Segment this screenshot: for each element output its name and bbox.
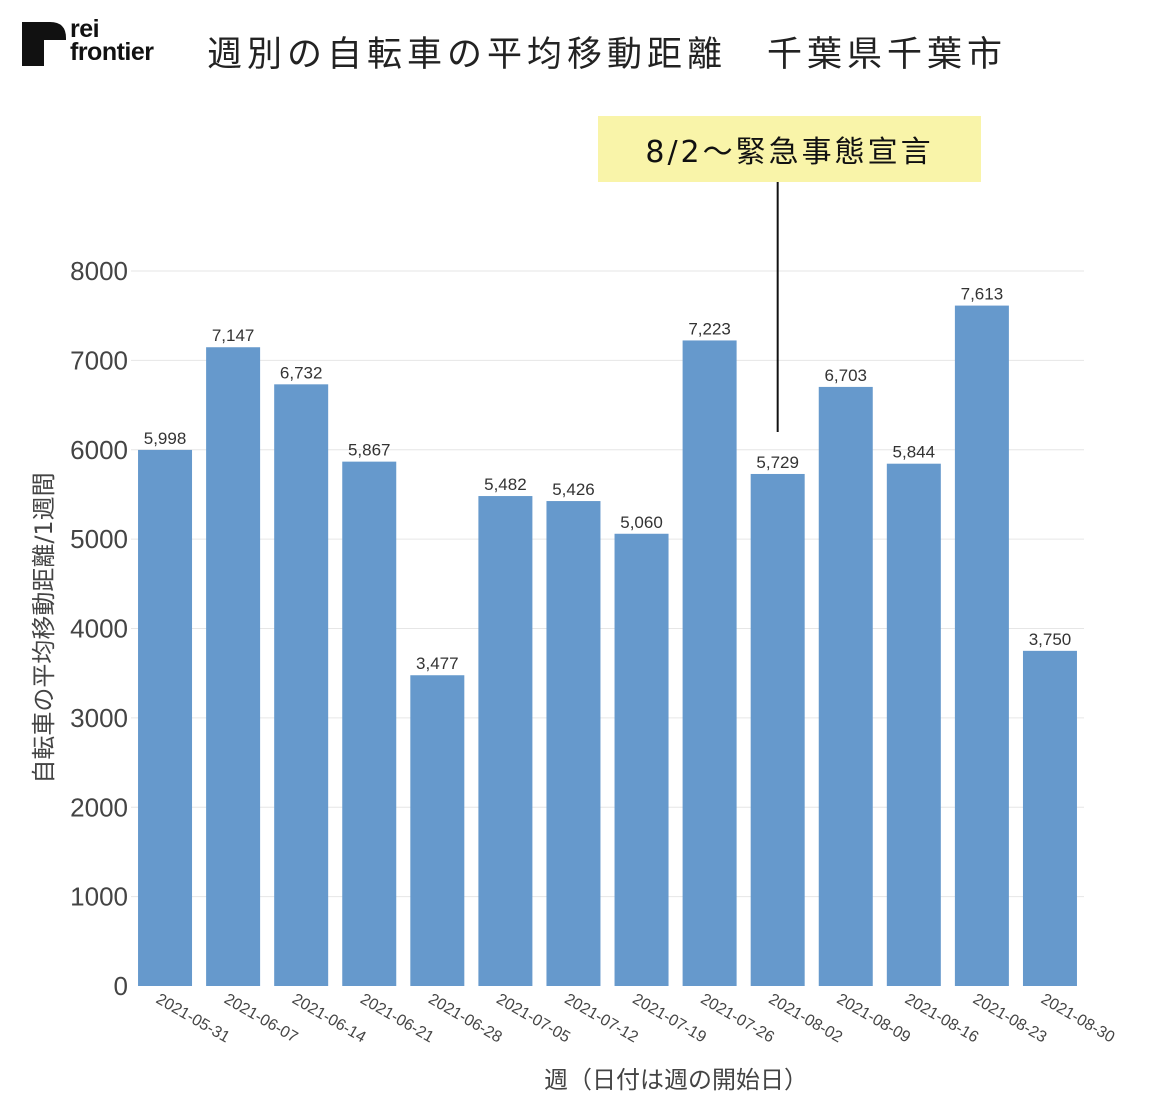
- bar: [206, 347, 261, 986]
- x-tick-label: 2021-08-23: [970, 991, 1049, 1047]
- bar-value-label: 5,482: [484, 475, 527, 494]
- bar: [1022, 650, 1077, 986]
- x-tick-label: 2021-06-21: [357, 991, 436, 1047]
- annotation-label: 8/2～緊急事態宣言: [645, 135, 934, 170]
- bar-value-labels: 5,998 7,147 6,732 5,867 3,477 5,482 5,426 5,060…: [144, 285, 1071, 674]
- x-tick-label: 2021-07-12: [561, 991, 640, 1047]
- y-axis-label: 自転車の平均移動距離/1週間: [30, 472, 58, 783]
- bar-value-label: 7,223: [688, 319, 731, 338]
- x-axis-ticks: 2021-05-312021-06-072021-06-142021-06-21…: [153, 991, 1117, 1047]
- x-axis-label: 週（日付は週の開始日）: [544, 1066, 808, 1094]
- y-axis-ticks: 0 1000 2000 3000 4000 5000 6000 7000 8000: [70, 256, 128, 1001]
- bar-value-label: 5,060: [620, 513, 663, 532]
- bar: [750, 473, 805, 987]
- bar-value-label: 5,426: [552, 480, 595, 499]
- x-tick-label: 2021-08-30: [1038, 991, 1117, 1047]
- bar-value-label: 3,477: [416, 654, 459, 673]
- bar-value-label: 5,867: [348, 441, 391, 460]
- bar: [410, 675, 465, 986]
- bar: [954, 305, 1009, 986]
- bars: [138, 305, 1077, 987]
- y-tick-label: 1000: [70, 882, 128, 912]
- bar: [478, 496, 533, 986]
- bar: [614, 533, 669, 986]
- bar-value-label: 5,729: [756, 453, 799, 472]
- y-tick-label: 2000: [70, 792, 128, 822]
- x-tick-label: 2021-07-19: [630, 991, 709, 1047]
- bar: [818, 386, 873, 986]
- x-tick-label: 2021-08-16: [902, 991, 981, 1047]
- chart-title: 週別の自転車の平均移動距離 千葉県千葉市: [207, 35, 1008, 75]
- y-tick-label: 7000: [70, 345, 128, 375]
- x-tick-label: 2021-06-07: [221, 991, 300, 1047]
- logo-text-line1: rei: [70, 15, 100, 43]
- bar: [546, 501, 601, 986]
- bar-value-label: 7,147: [212, 326, 255, 345]
- y-tick-label: 0: [114, 971, 128, 1001]
- y-tick-label: 6000: [70, 435, 128, 465]
- annotation-callout: 8/2～緊急事態宣言: [598, 116, 981, 182]
- x-tick-label: 2021-07-05: [493, 991, 572, 1047]
- grid-lines: [131, 270, 1084, 898]
- bar: [138, 449, 193, 987]
- y-tick-label: 3000: [70, 703, 128, 733]
- x-tick-label: 2021-08-09: [834, 991, 913, 1047]
- x-tick-label: 2021-05-31: [153, 991, 232, 1047]
- bar: [274, 384, 329, 986]
- bar-value-label: 5,998: [144, 429, 187, 448]
- x-tick-label: 2021-06-14: [289, 991, 368, 1047]
- x-tick-label: 2021-08-02: [766, 991, 845, 1047]
- bar: [342, 461, 397, 987]
- y-tick-label: 8000: [70, 256, 128, 286]
- bar: [886, 463, 941, 986]
- bar-value-label: 7,613: [961, 285, 1004, 304]
- bar-value-label: 5,844: [893, 443, 936, 462]
- y-tick-label: 4000: [70, 614, 128, 644]
- logo-text-line2: frontier: [70, 38, 154, 66]
- y-tick-label: 5000: [70, 524, 128, 554]
- bar-value-label: 3,750: [1029, 630, 1072, 649]
- x-tick-label: 2021-07-26: [698, 991, 777, 1047]
- bar: [682, 340, 737, 987]
- x-tick-label: 2021-06-28: [425, 991, 504, 1047]
- rei-frontier-logo: rei frontier: [22, 15, 172, 72]
- bar-value-label: 6,732: [280, 363, 323, 382]
- logo-text: rei frontier: [70, 15, 154, 66]
- logo-mark-icon: [22, 22, 66, 66]
- bar-value-label: 6,703: [824, 366, 867, 385]
